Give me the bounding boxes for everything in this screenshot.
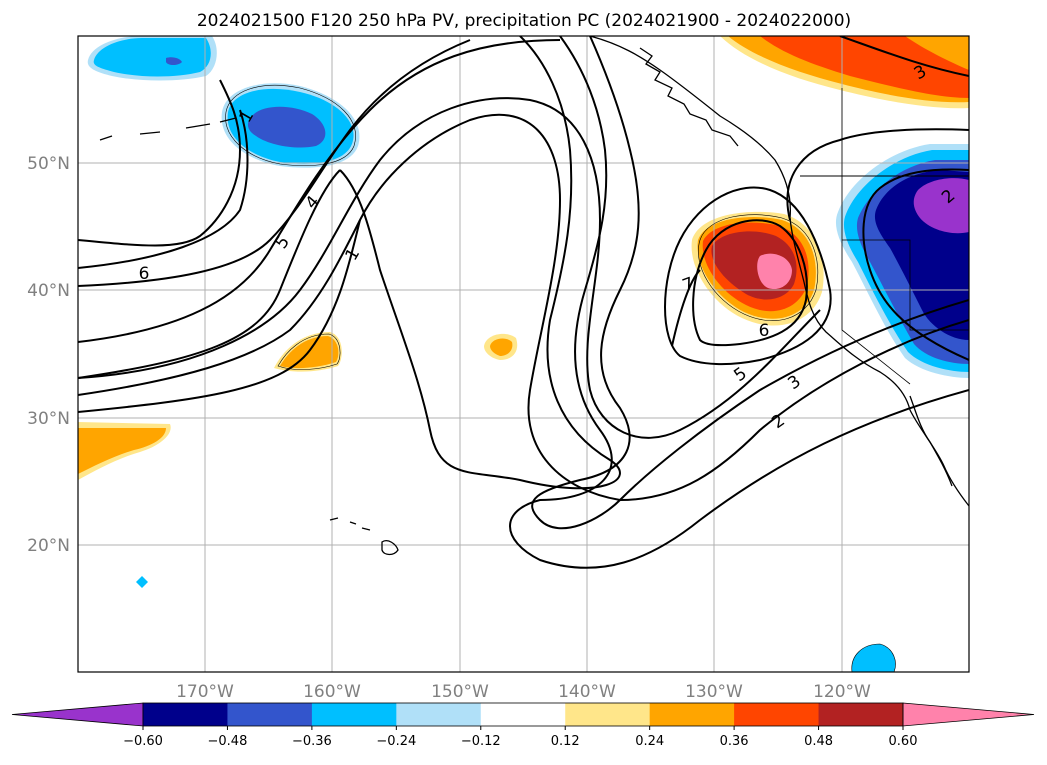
map-title: 2024021500 F120 250 hPa PV, precipitatio… xyxy=(197,11,851,31)
colorbar-extend-max xyxy=(902,702,1035,727)
colorbar-segment xyxy=(311,703,397,726)
island-hawaii xyxy=(381,540,399,556)
lat-tick-labels: 50°N 40°N 30°N 20°N xyxy=(27,154,70,556)
lon-label-150w: 150°W xyxy=(431,682,489,702)
lon-label-160w: 160°W xyxy=(303,682,361,702)
lon-label-130w: 130°W xyxy=(685,682,743,702)
pv-contour-closed-low-inner xyxy=(692,219,808,347)
pv-contour-3 xyxy=(339,36,621,490)
colorbar-level-label: −0.48 xyxy=(208,734,248,749)
lon-label-170w: 170°W xyxy=(176,682,234,702)
lat-label-30n: 30°N xyxy=(27,409,70,429)
pv-contour-4 xyxy=(78,113,969,502)
precip-blob-south-cyan xyxy=(851,644,896,672)
colorbar-segment xyxy=(396,703,482,726)
precip-outlines xyxy=(225,85,896,672)
map-background xyxy=(78,36,969,672)
map-frame xyxy=(77,35,970,673)
pv-contour-closed-low xyxy=(664,186,832,366)
map-panel: 6 5 4 1 1 7 6 5 3 2 3 2 xyxy=(77,35,970,673)
lon-label-120w: 120°W xyxy=(813,682,871,702)
colorbar-segment xyxy=(818,703,904,726)
pv-contour-6 xyxy=(78,39,561,343)
colorbar-frame xyxy=(142,702,904,727)
pv-label-6: 6 xyxy=(139,264,150,284)
colorbar-level-label: 0.60 xyxy=(889,734,918,749)
precip-outline-south xyxy=(851,643,896,672)
pv-contour-east-1 xyxy=(786,128,969,221)
colorbar-segments xyxy=(11,702,1035,727)
pv-contour-wrap-outer xyxy=(78,169,341,379)
coastline-fjords xyxy=(639,47,739,147)
lon-tick-labels: 170°W 160°W 150°W 140°W 130°W 120°W xyxy=(176,682,871,702)
pv-contour-closed-low-core xyxy=(671,269,701,347)
lon-label-140w: 140°W xyxy=(558,682,616,702)
precip-blob-west-edge xyxy=(78,428,166,474)
colorbar-labels: −0.60 −0.48 −0.36 −0.24 −0.12 0.12 0.24 0.36 0.4… xyxy=(123,726,917,749)
islands-hawaii-chain xyxy=(329,517,371,531)
colorbar-segment xyxy=(480,703,566,726)
colorbar-level-label: 0.24 xyxy=(635,734,664,749)
pv-contour-10 xyxy=(78,219,361,413)
precip-blob-california-pink xyxy=(757,253,792,290)
colorbar-segment xyxy=(565,703,651,726)
colorbar: −0.60 −0.48 −0.36 −0.24 −0.12 0.12 0.24 0.36 0.4… xyxy=(11,702,1035,749)
colorbar-extend-min xyxy=(11,702,144,727)
precip-blob-aleutian-blue xyxy=(247,106,326,148)
islands-aleutians xyxy=(99,117,237,141)
colorbar-segment xyxy=(143,703,228,726)
colorbar-level-label: 0.12 xyxy=(551,734,580,749)
pv-contour-8 xyxy=(78,79,242,247)
precip-blob-west-us-purple xyxy=(913,178,969,234)
precip-outline-california xyxy=(698,214,819,321)
pv-contour-northeast xyxy=(839,36,969,77)
colorbar-level-label: 0.36 xyxy=(720,734,749,749)
pv-contour-2 xyxy=(509,36,969,569)
coastlines xyxy=(99,36,969,556)
pv-contour-9 xyxy=(78,39,471,287)
pv-contour-east-2 xyxy=(862,168,969,361)
precip-outline-subtropic xyxy=(277,333,341,370)
pv-contour-5 xyxy=(78,97,821,439)
pv-contour-7 xyxy=(78,109,249,269)
coastline-baja xyxy=(909,395,953,487)
lat-label-40n: 40°N xyxy=(27,281,70,301)
colorbar-level-label: 0.48 xyxy=(804,734,833,749)
colorbar-segment xyxy=(649,703,735,726)
precip-blob-bering-blue xyxy=(166,57,182,65)
precip-outline-aleutian xyxy=(225,85,356,166)
colorbar-segment xyxy=(227,703,313,726)
colorbar-level-label: −0.24 xyxy=(376,734,416,749)
precip-blob-bering-cyan xyxy=(93,38,211,77)
precip-blob-subtropic-2 xyxy=(490,338,513,356)
precip-blob-tiny-spot xyxy=(136,576,148,588)
coastline-north-america xyxy=(589,36,969,507)
pv-contours xyxy=(78,36,969,569)
colorbar-segment xyxy=(734,703,820,726)
colorbar-level-label: −0.60 xyxy=(123,734,163,749)
lat-label-20n: 20°N xyxy=(27,536,70,556)
pv-label-6-east: 6 xyxy=(759,321,770,341)
precip-blob-nw-canada-core xyxy=(760,36,969,98)
colorbar-level-label: −0.36 xyxy=(292,734,332,749)
colorbar-level-label: −0.12 xyxy=(461,734,501,749)
lat-label-50n: 50°N xyxy=(27,154,70,174)
pv-contour-1 xyxy=(531,36,969,530)
